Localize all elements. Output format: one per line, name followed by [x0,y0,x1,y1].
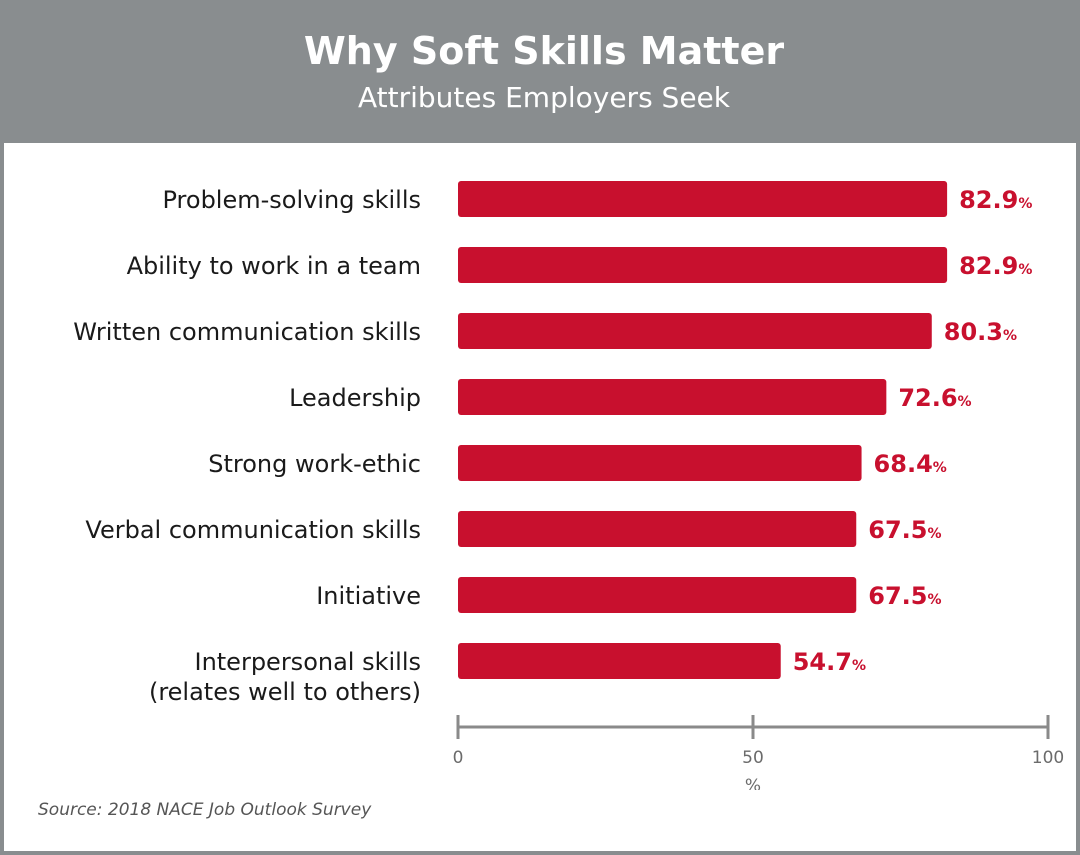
category-label-line: Initiative [316,582,421,610]
chart-title: Why Soft Skills Matter [303,29,785,73]
category-label: Verbal communication skills [85,516,421,544]
bar [458,313,932,349]
value-number: 67.5 [868,516,927,544]
category-label-line: Written communication skills [73,318,421,346]
x-tick-label: 50 [742,748,764,768]
category-label: Ability to work in a team [127,252,421,280]
source-note: Source: 2018 NACE Job Outlook Survey [38,800,372,820]
category-label-line: Ability to work in a team [127,252,421,280]
category-label: Written communication skills [73,318,421,346]
value-label: 67.5% [868,516,941,544]
value-label: 72.6% [898,384,971,412]
value-unit: % [927,592,941,608]
category-label-line: Interpersonal skills [194,648,421,676]
category-label-line: Leadership [289,384,421,412]
category-label-line: Problem-solving skills [163,186,422,214]
value-number: 82.9 [959,252,1018,280]
bar [458,577,857,613]
value-unit: % [1018,262,1032,278]
x-tick-label: 100 [1032,748,1064,768]
x-axis-title: % [745,776,761,790]
value-label: 68.4% [874,450,947,478]
value-number: 80.3 [944,318,1003,346]
category-label-line: Verbal communication skills [85,516,421,544]
category-label: Interpersonal skills (relates well to oth… [149,648,421,706]
value-label: 80.3% [944,318,1017,346]
value-number: 82.9 [959,186,1018,214]
bar [458,643,781,679]
value-unit: % [852,658,866,674]
bar [458,511,857,547]
bar [458,247,948,283]
chart-subtitle: Attributes Employers Seek [357,81,730,114]
value-unit: % [958,394,972,410]
category-label: Initiative [316,582,421,610]
category-label-line: Strong work-ethic [208,450,421,478]
value-label: 82.9% [959,186,1032,214]
value-number: 67.5 [868,582,927,610]
value-unit: % [1003,328,1017,344]
x-tick-label: 0 [453,748,464,768]
value-number: 54.7 [793,648,852,676]
value-label: 67.5% [868,582,941,610]
bar [458,181,948,217]
value-unit: % [927,526,941,542]
category-label-line: (relates well to others) [149,678,421,706]
value-label: 82.9% [959,252,1032,280]
value-unit: % [933,460,947,476]
category-label: Problem-solving skills [163,186,422,214]
bar [458,379,887,415]
value-label: 54.7% [793,648,866,676]
header-banner: Why Soft Skills Matter Attributes Employ… [4,0,1080,143]
value-number: 72.6 [898,384,957,412]
value-unit: % [1018,196,1032,212]
value-number: 68.4 [874,450,933,478]
category-label: Strong work-ethic [208,450,421,478]
bar [458,445,862,481]
category-label: Leadership [289,384,421,412]
bar-chart: Problem-solving skills 82.9% Ability to wo… [73,181,1064,790]
